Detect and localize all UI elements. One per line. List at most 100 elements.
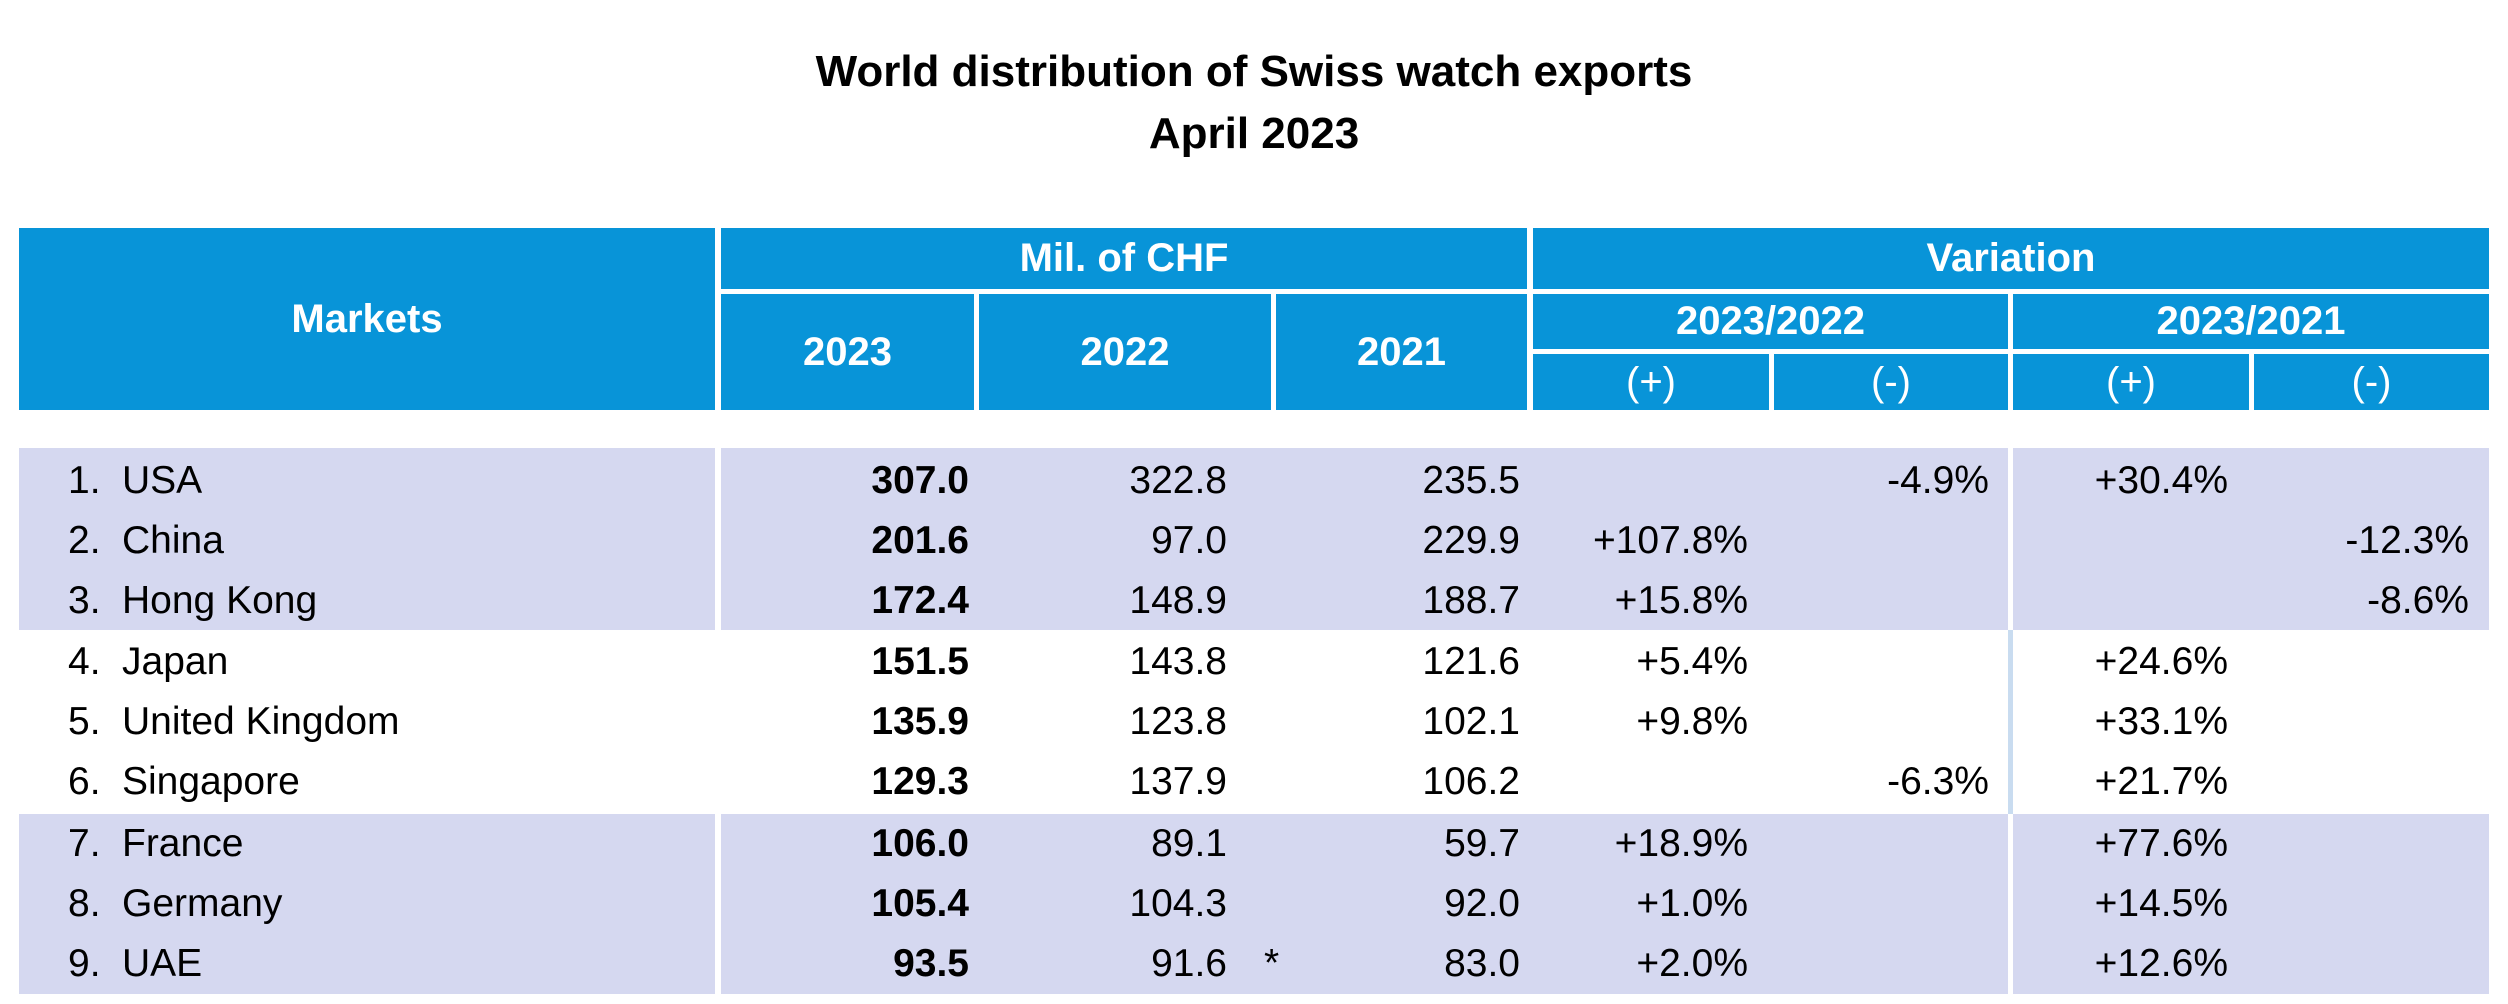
var-2023-2021-minus <box>2254 692 2469 752</box>
page-subtitle: April 2023 <box>1148 109 1360 158</box>
market-name: Singapore <box>122 760 300 803</box>
var-2023-2021-minus: -8.6% <box>2367 579 2469 622</box>
value-2022: 148.9 <box>1129 579 1227 622</box>
var-2023-2021-plus <box>2013 511 2228 571</box>
value-2022: 91.6 <box>1151 942 1227 985</box>
market-name: United Kingdom <box>122 700 400 743</box>
band-divider <box>2008 814 2013 1004</box>
value-2023: 307.0 <box>871 459 969 502</box>
value-2023: 151.5 <box>871 640 969 683</box>
footnote-marker: * <box>1264 942 1280 985</box>
header-var-2023-2022-label: 2023/2022 <box>1675 299 1866 343</box>
var-2023-2021-plus: +21.7% <box>2094 760 2228 803</box>
var-2023-2021-plus: +33.1% <box>2094 700 2228 743</box>
header-year-2022: 2022 <box>979 294 1271 410</box>
var-2023-2022-minus <box>1774 571 1989 631</box>
header-mil-chf-label: Mil. of CHF <box>1019 236 1229 280</box>
market-rank: 7. <box>68 822 101 865</box>
var-2023-2022-minus <box>1774 874 1989 934</box>
market-rank: 8. <box>68 882 101 925</box>
var-2023-2021-plus: +30.4% <box>2094 459 2228 502</box>
var-2023-2022-minus <box>1774 632 1989 692</box>
band-divider <box>715 814 721 994</box>
header-var21-plus: (+) <box>2013 354 2249 410</box>
market-name: Germany <box>122 882 283 925</box>
value-2021: 59.7 <box>1444 822 1520 865</box>
market-rank: 4. <box>68 640 101 683</box>
header-variation-label: Variation <box>1926 236 2096 280</box>
var-2023-2021-minus <box>2254 874 2469 934</box>
market-rank: 9. <box>68 942 101 985</box>
header-variation: Variation <box>1533 228 2489 289</box>
market-name: France <box>122 822 244 865</box>
market-name: UAE <box>122 942 203 985</box>
var-2023-2022-plus: +1.0% <box>1636 882 1748 925</box>
header-var21-minus-label: (-) <box>2351 359 2392 404</box>
value-2023: 201.6 <box>871 519 969 562</box>
header-var22-minus-label: (-) <box>1871 359 1911 404</box>
var-2023-2021-minus <box>2254 814 2469 874</box>
value-2021: 106.2 <box>1422 760 1520 803</box>
band-divider <box>715 448 721 630</box>
value-2023: 135.9 <box>871 700 969 743</box>
row-band-bottom <box>19 814 2489 994</box>
value-2023: 129.3 <box>871 760 969 803</box>
header-var22-plus-label: (+) <box>1626 359 1676 404</box>
value-2022: 123.8 <box>1129 700 1227 743</box>
header-year-2021-label: 2021 <box>1357 329 1446 374</box>
var-2023-2022-plus <box>1533 752 1748 812</box>
header-var-2023-2021: 2023/2021 <box>2013 294 2489 349</box>
var-2023-2022-minus <box>1774 692 1989 752</box>
var-2023-2022-plus: +2.0% <box>1636 942 1748 985</box>
band-divider <box>2008 448 2013 630</box>
value-2021: 235.5 <box>1422 459 1520 502</box>
market-rank: 3. <box>68 579 101 622</box>
var-2023-2022-minus: -6.3% <box>1887 760 1989 803</box>
market-name: Japan <box>122 640 229 683</box>
header-var-2023-2022: 2023/2022 <box>1533 294 2008 349</box>
header-markets-label: Markets <box>291 296 443 341</box>
value-2022: 89.1 <box>1151 822 1227 865</box>
header-var-2023-2021-label: 2023/2021 <box>2156 299 2346 343</box>
var-2023-2022-plus: +107.8% <box>1592 519 1748 562</box>
header-year-2023: 2023 <box>721 294 974 410</box>
value-2022: 97.0 <box>1151 519 1227 562</box>
band-divider <box>2008 630 2013 814</box>
var-2023-2021-plus: +12.6% <box>2094 942 2228 985</box>
var-2023-2022-minus <box>1774 934 1989 994</box>
header-var22-plus: (+) <box>1533 354 1769 410</box>
var-2023-2021-plus <box>2013 571 2228 631</box>
value-2023: 106.0 <box>871 822 969 865</box>
var-2023-2021-plus: +14.5% <box>2094 882 2228 925</box>
header-var21-plus-label: (+) <box>2106 359 2156 404</box>
var-2023-2022-plus: +18.9% <box>1614 822 1748 865</box>
page-title: World distribution of Swiss watch export… <box>815 47 1693 96</box>
value-2023: 172.4 <box>871 579 969 622</box>
market-rank: 6. <box>68 760 101 803</box>
var-2023-2021-minus <box>2254 934 2469 994</box>
var-2023-2022-plus <box>1533 451 1748 511</box>
value-2022: 104.3 <box>1129 882 1227 925</box>
market-rank: 1. <box>68 459 101 502</box>
value-2023: 93.5 <box>893 942 969 985</box>
market-rank: 5. <box>68 700 101 743</box>
value-2022: 322.8 <box>1129 459 1227 502</box>
var-2023-2022-minus <box>1774 511 1989 571</box>
market-name: Hong Kong <box>122 579 318 622</box>
value-2021: 83.0 <box>1444 942 1520 985</box>
var-2023-2021-plus: +24.6% <box>2094 640 2228 683</box>
market-name: USA <box>122 459 203 502</box>
market-name: China <box>122 519 224 562</box>
value-2022: 143.8 <box>1129 640 1227 683</box>
value-2021: 188.7 <box>1422 579 1520 622</box>
market-rank: 2. <box>68 519 101 562</box>
header-year-2021: 2021 <box>1276 294 1527 410</box>
var-2023-2021-minus: -12.3% <box>2345 519 2469 562</box>
row-band-top <box>19 448 2489 630</box>
var-2023-2022-plus: +15.8% <box>1614 579 1748 622</box>
value-2023: 105.4 <box>871 882 969 925</box>
var-2023-2021-minus <box>2254 632 2469 692</box>
value-2022: 137.9 <box>1129 760 1227 803</box>
value-2021: 121.6 <box>1422 640 1520 683</box>
var-2023-2022-plus: +5.4% <box>1636 640 1748 683</box>
